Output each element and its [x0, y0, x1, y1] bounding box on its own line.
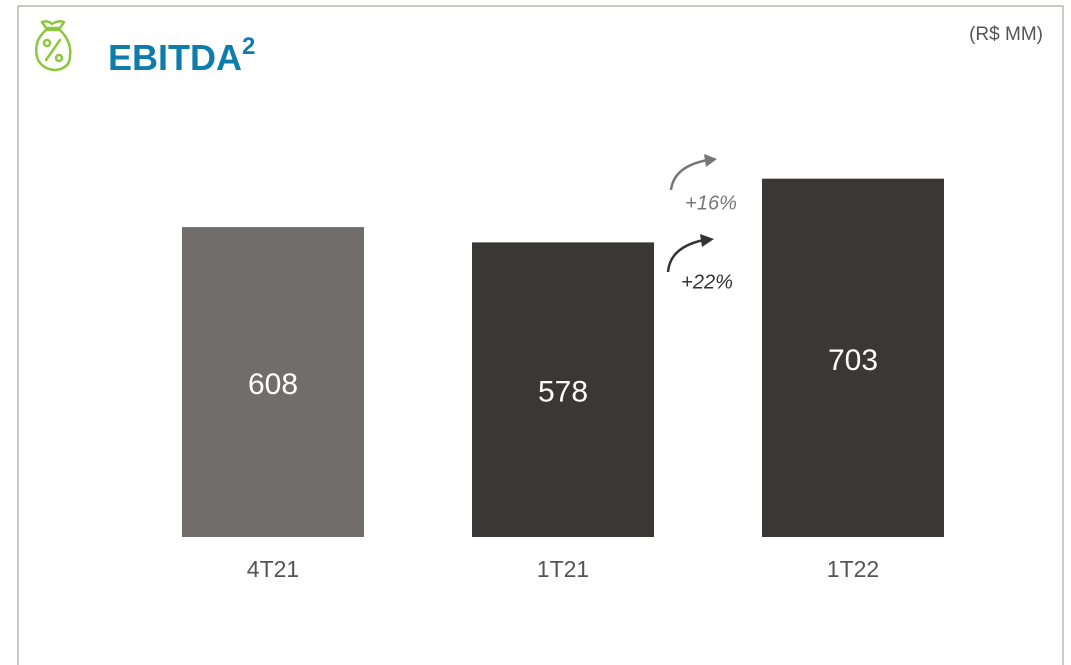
arrow: [669, 158, 709, 191]
bar: [182, 227, 364, 538]
x-tick-label: 1T21: [537, 556, 589, 582]
unit-label: (R$ MM): [969, 24, 1043, 45]
x-tick-label: 4T21: [247, 556, 299, 582]
annotation: +16%: [685, 192, 737, 214]
frame: [17, 5, 1064, 665]
bar: [762, 178, 944, 537]
value-label: 608: [248, 368, 298, 401]
arrow-head: [704, 154, 717, 167]
bar: [472, 242, 654, 537]
x-tick-label: 1T22: [827, 556, 879, 582]
icon: [35, 20, 72, 72]
value-label: 703: [828, 344, 878, 377]
annotation: +22%: [681, 271, 733, 293]
arrow-head: [700, 234, 714, 247]
title-superscript: 2: [242, 33, 255, 60]
title-main: EBITDA: [108, 37, 242, 78]
value-label: 578: [538, 376, 588, 409]
arrow: [666, 238, 705, 273]
chart-title: EBITDA2: [108, 33, 255, 77]
